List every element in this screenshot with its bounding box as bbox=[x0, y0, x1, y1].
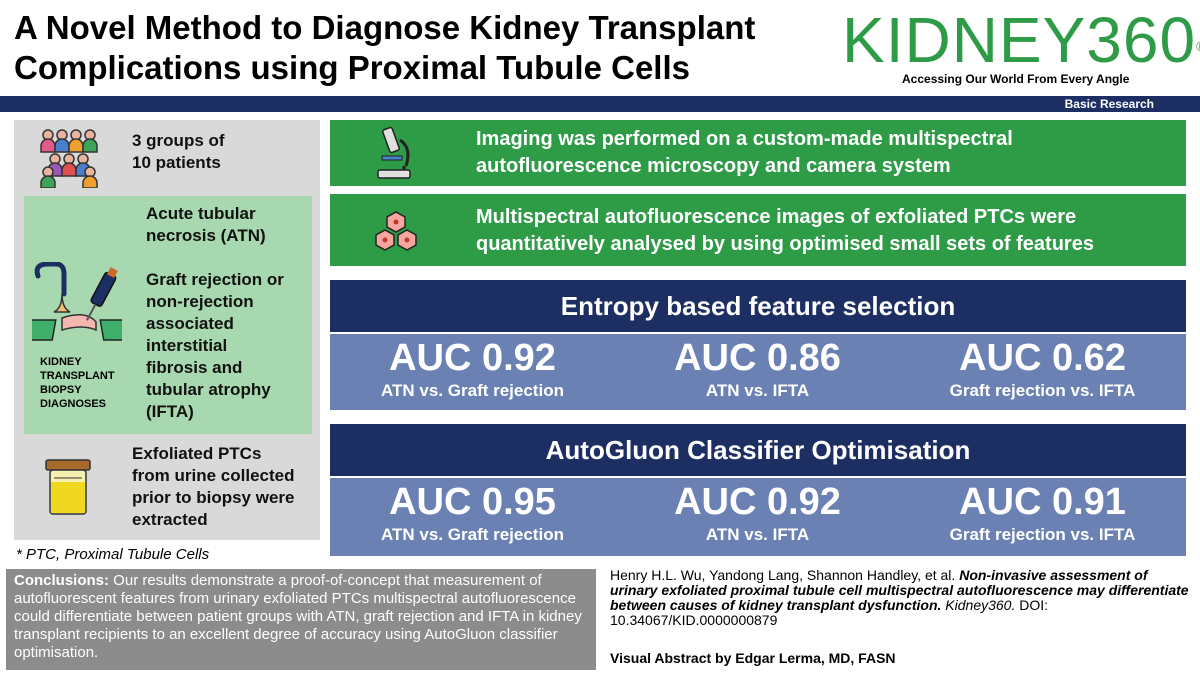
biopsy-diagnoses-label: KIDNEY TRANSPLANT BIOPSY DIAGNOSES bbox=[40, 355, 130, 411]
auc-value: AUC 0.86 bbox=[674, 337, 841, 379]
imaging-text: Imaging was performed on a custom-made m… bbox=[476, 126, 1013, 180]
logo-tagline: Accessing Our World From Every Angle bbox=[902, 72, 1130, 86]
comparison-label: ATN vs. Graft rejection bbox=[381, 525, 564, 544]
microscope-icon bbox=[377, 126, 411, 179]
header-divider-bar bbox=[0, 96, 1200, 112]
conclusion-label: Conclusions: bbox=[14, 572, 110, 589]
ifta-line: non-rejection bbox=[146, 292, 254, 311]
cells-icon bbox=[375, 211, 417, 251]
analysis-box: Multispectral autofluorescence images of… bbox=[330, 194, 1186, 266]
category-bar: Basic Research bbox=[0, 96, 1200, 112]
groups-text: 3 groups of 10 patients bbox=[132, 130, 312, 174]
ifta-line: tubular atrophy bbox=[146, 380, 271, 399]
logo-text: KIDNEY360 bbox=[842, 4, 1197, 76]
ptc-line: Exfoliated PTCs bbox=[132, 444, 262, 463]
result-cell: AUC 0.91 Graft rejection vs. IFTA bbox=[900, 478, 1185, 554]
auc-value: AUC 0.92 bbox=[674, 481, 841, 523]
autogluon-heading: AutoGluon Classifier Optimisation bbox=[330, 424, 1186, 476]
atn-text: Acute tubular necrosis (ATN) bbox=[146, 203, 310, 247]
result-cell: AUC 0.92 ATN vs. IFTA bbox=[615, 478, 900, 554]
atn-line-1: Acute tubular bbox=[146, 204, 256, 223]
auc-value: AUC 0.62 bbox=[959, 337, 1126, 379]
ifta-line: interstitial bbox=[146, 336, 228, 355]
journal-logo: KIDNEY360® Accessing Our World From Ever… bbox=[842, 8, 1200, 88]
ptc-line: extracted bbox=[132, 510, 208, 529]
title-line-2: Complications using Proximal Tubule Cell… bbox=[14, 49, 691, 86]
urine-cup-icon bbox=[45, 459, 91, 515]
title-line-1: A Novel Method to Diagnose Kidney Transp… bbox=[14, 9, 756, 46]
analysis-line-2: quantitatively analysed by using optimis… bbox=[476, 233, 1094, 255]
citation-journal: Kidney360. bbox=[941, 597, 1016, 613]
ifta-line: associated bbox=[146, 314, 234, 333]
analysis-line-1: Multispectral autofluorescence images of… bbox=[476, 206, 1077, 228]
logo-registered-mark: ® bbox=[1196, 38, 1200, 54]
auc-value: AUC 0.95 bbox=[389, 481, 556, 523]
entropy-results-row: AUC 0.92 ATN vs. Graft rejection AUC 0.8… bbox=[330, 334, 1186, 410]
citation-authors: Henry H.L. Wu, Yandong Lang, Shannon Han… bbox=[610, 567, 960, 583]
footnote: * PTC, Proximal Tubule Cells bbox=[16, 546, 210, 563]
auc-value: AUC 0.92 bbox=[389, 337, 556, 379]
ifta-text: Graft rejection or non-rejection associa… bbox=[146, 269, 310, 423]
comparison-label: ATN vs. IFTA bbox=[705, 381, 810, 400]
biopsy-line: BIOPSY bbox=[40, 384, 82, 396]
imaging-line-2: autofluorescence microscopy and camera s… bbox=[476, 155, 951, 177]
biopsy-line: KIDNEY bbox=[40, 356, 82, 368]
ptc-line: from urine collected bbox=[132, 466, 295, 485]
entropy-heading: Entropy based feature selection bbox=[330, 280, 1186, 332]
imaging-box: Imaging was performed on a custom-made m… bbox=[330, 120, 1186, 186]
category-label: Basic Research bbox=[1064, 97, 1154, 111]
ptc-text: Exfoliated PTCs from urine collected pri… bbox=[132, 443, 318, 531]
comparison-label: Graft rejection vs. IFTA bbox=[949, 525, 1136, 544]
page-title: A Novel Method to Diagnose Kidney Transp… bbox=[14, 8, 834, 88]
result-cell: AUC 0.95 ATN vs. Graft rejection bbox=[330, 478, 615, 554]
citation-doi: DOI: 10.34067/KID.0000000879 bbox=[610, 597, 1049, 628]
ifta-line: fibrosis and bbox=[146, 358, 243, 377]
groups-line-1: 3 groups of bbox=[132, 131, 225, 150]
citation-title: Non-invasive assessment of urinary exfol… bbox=[610, 567, 1189, 613]
ifta-line: Graft rejection or bbox=[146, 270, 284, 289]
citation: Henry H.L. Wu, Yandong Lang, Shannon Han… bbox=[610, 568, 1196, 628]
result-cell: AUC 0.92 ATN vs. Graft rejection bbox=[330, 334, 615, 410]
visual-abstract-credit: Visual Abstract by Edgar Lerma, MD, FASN bbox=[610, 650, 896, 666]
conclusion-text: Our results demonstrate a proof-of-conce… bbox=[14, 572, 582, 661]
analysis-text: Multispectral autofluorescence images of… bbox=[476, 204, 1094, 258]
auc-value: AUC 0.91 bbox=[959, 481, 1126, 523]
biopsy-line: DIAGNOSES bbox=[40, 398, 107, 410]
comparison-label: ATN vs. Graft rejection bbox=[381, 381, 564, 400]
atn-line-2: necrosis (ATN) bbox=[146, 226, 266, 245]
biopsy-needle-icon bbox=[32, 262, 122, 341]
imaging-line-1: Imaging was performed on a custom-made m… bbox=[476, 128, 1013, 150]
conclusion-box: Conclusions: Our results demonstrate a p… bbox=[6, 569, 596, 670]
result-cell: AUC 0.62 Graft rejection vs. IFTA bbox=[900, 334, 1185, 410]
ptc-line: prior to biopsy were bbox=[132, 488, 295, 507]
people-group-icon bbox=[40, 129, 98, 188]
autogluon-results-row: AUC 0.95 ATN vs. Graft rejection AUC 0.9… bbox=[330, 478, 1186, 556]
comparison-label: Graft rejection vs. IFTA bbox=[949, 381, 1136, 400]
logo-wordmark: KIDNEY360® bbox=[842, 8, 1200, 72]
result-cell: AUC 0.86 ATN vs. IFTA bbox=[615, 334, 900, 410]
ifta-line: (IFTA) bbox=[146, 402, 194, 421]
comparison-label: ATN vs. IFTA bbox=[705, 525, 810, 544]
groups-line-2: 10 patients bbox=[132, 153, 221, 172]
biopsy-line: TRANSPLANT bbox=[40, 370, 115, 382]
